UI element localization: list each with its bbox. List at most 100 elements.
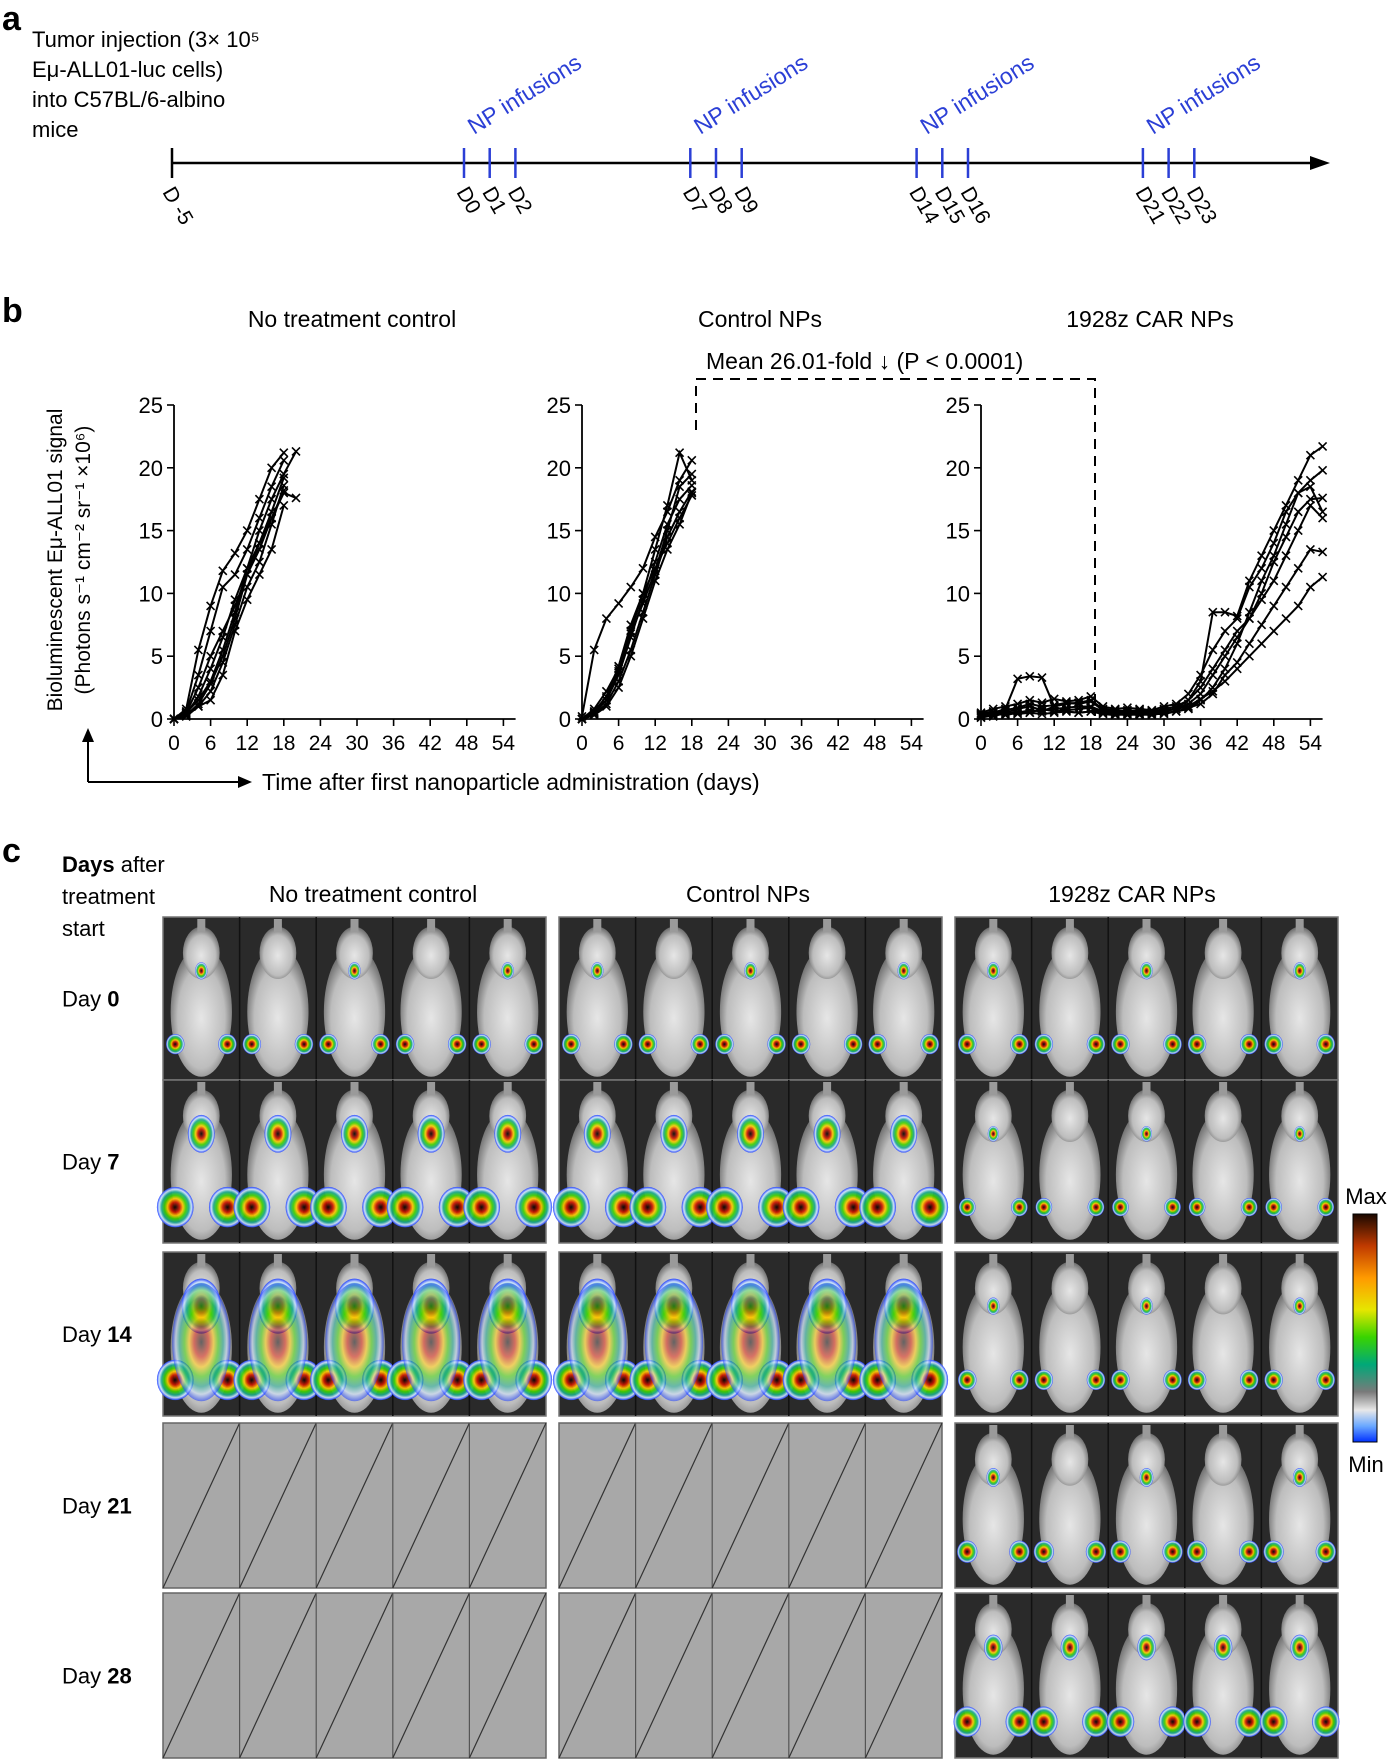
- signal-spot: [874, 1283, 933, 1402]
- data-point: [1244, 639, 1254, 649]
- x-axis-label: Time after first nanoparticle administra…: [262, 769, 760, 795]
- mouse-body: [170, 946, 232, 1077]
- data-point: [267, 482, 277, 492]
- data-point: [230, 548, 240, 558]
- nose-cone: [989, 1425, 998, 1439]
- data-point: [1305, 500, 1315, 511]
- data-point: [1037, 701, 1047, 712]
- data-point: [279, 473, 289, 483]
- mouse-body: [1115, 1281, 1178, 1413]
- data-point: [1232, 613, 1242, 624]
- nose-cone: [273, 1082, 282, 1096]
- signal-spot: [591, 962, 604, 980]
- day-number: 28: [107, 1664, 131, 1689]
- data-point: [1208, 689, 1218, 699]
- data-point: [1196, 670, 1206, 680]
- y-tick-label: 0: [958, 707, 970, 732]
- series-line: [173, 490, 285, 720]
- nose-cone: [1295, 919, 1304, 933]
- nose-cone: [1065, 1082, 1074, 1096]
- data-point: [1037, 672, 1047, 683]
- row-header-line-2: treatment: [62, 884, 155, 909]
- mouse-image: [1187, 919, 1259, 1077]
- axes-arrow-up-head: [82, 728, 94, 742]
- day-number: 0: [107, 987, 119, 1012]
- nose-cone: [1219, 919, 1228, 933]
- colorbar: [1352, 1213, 1378, 1443]
- mouse-body: [1192, 1452, 1254, 1585]
- data-point: [675, 448, 685, 458]
- mouse-body: [719, 946, 782, 1077]
- data-point: [242, 526, 252, 536]
- data-point: [181, 708, 191, 718]
- data-point: [1086, 706, 1096, 717]
- x-tick-label: 42: [1226, 732, 1249, 755]
- data-point: [638, 598, 648, 609]
- nose-cone: [823, 919, 832, 933]
- imaging-panel: [162, 1592, 547, 1759]
- imaging-group-title-no-treatment: No treatment control: [269, 881, 477, 907]
- data-point: [589, 645, 599, 655]
- mouse-head: [1128, 1602, 1165, 1656]
- mouse-body: [962, 946, 1024, 1077]
- x-tick-label: 24: [1116, 732, 1140, 755]
- data-point: [206, 626, 216, 636]
- signal-spot: [791, 1034, 811, 1055]
- np-infusions-label: NP infusions: [689, 49, 812, 139]
- infusion-day-label: D9: [729, 183, 762, 218]
- signal-spot: [1060, 1634, 1080, 1661]
- data-point: [662, 544, 672, 555]
- data-point: [1257, 595, 1267, 605]
- signal-spot: [1235, 1706, 1263, 1737]
- data-point: [1281, 507, 1291, 517]
- nose-cone: [197, 1254, 206, 1268]
- signal-spot: [1111, 1369, 1130, 1391]
- mouse-image: [166, 919, 237, 1077]
- nose-cone: [273, 1254, 282, 1268]
- signal-spot: [417, 1114, 445, 1153]
- data-point: [242, 544, 252, 555]
- data-point: [1318, 513, 1328, 523]
- data-point: [1013, 703, 1023, 713]
- signal-spot: [1264, 1034, 1283, 1055]
- data-point: [279, 485, 289, 495]
- data-point: [279, 469, 289, 479]
- data-point: [230, 626, 240, 636]
- mouse-image: [859, 1254, 949, 1413]
- mouse-image: [1264, 1254, 1335, 1413]
- day-prefix: Day: [62, 1664, 107, 1689]
- signal-spot: [1187, 1369, 1207, 1391]
- series-line: [581, 459, 693, 717]
- x-tick-label: 48: [455, 732, 478, 755]
- data-point: [1147, 708, 1157, 718]
- nose-cone: [350, 919, 359, 933]
- data-point: [181, 710, 191, 720]
- signal-spot: [1239, 1540, 1260, 1563]
- nose-cone: [593, 919, 602, 933]
- mouse-head: [974, 1602, 1012, 1656]
- data-point: [242, 569, 252, 580]
- mouse-head: [259, 926, 297, 979]
- signal-spot: [920, 1034, 939, 1055]
- mouse-head: [1204, 1089, 1242, 1142]
- signal-spot: [447, 1034, 467, 1055]
- signal-spot: [568, 1283, 627, 1402]
- signal-spot: [1316, 1034, 1335, 1055]
- mouse-image: [1186, 1425, 1260, 1585]
- nose-cone: [503, 1082, 512, 1096]
- signal-spot: [1164, 1198, 1181, 1217]
- signal-spot: [1186, 1540, 1208, 1563]
- mouse-body: [1269, 1281, 1331, 1413]
- data-point: [1208, 645, 1218, 655]
- data-point: [1293, 563, 1303, 573]
- data-point: [687, 469, 697, 479]
- no-data-slash: [239, 1422, 317, 1589]
- signal-spot: [319, 1034, 338, 1055]
- data-point: [1257, 563, 1267, 573]
- data-point: [1257, 620, 1267, 630]
- signal-spot: [897, 962, 910, 980]
- nose-cone: [350, 1254, 359, 1268]
- mouse-head: [974, 1432, 1012, 1486]
- no-data-slash: [392, 1422, 470, 1589]
- signal-spot: [1085, 1540, 1107, 1563]
